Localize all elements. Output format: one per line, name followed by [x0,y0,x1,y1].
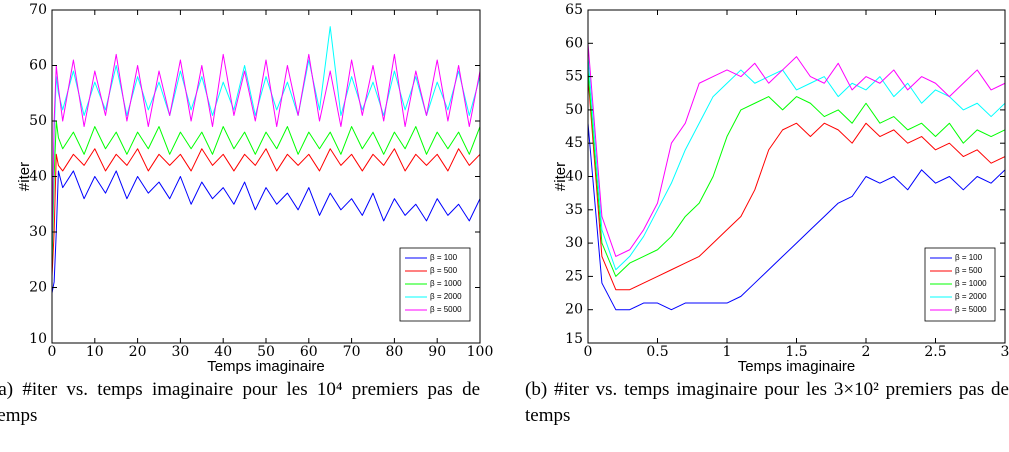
x-tick-label: 1.5 [785,344,807,360]
x-tick-label: 50 [257,344,275,360]
series-line [588,123,1005,311]
y-tick-label: 35 [565,202,583,218]
y-tick-label: 65 [565,2,583,18]
x-tick-label: 60 [300,344,318,360]
y-tick-label: 60 [29,58,47,74]
y-tick-label: 10 [29,331,47,347]
x-tick-label: 100 [467,344,494,360]
y-tick-label: 20 [565,302,583,318]
x-tick-label: 10 [86,344,104,360]
series-line [52,148,480,277]
y-tick-label: 70 [29,2,47,18]
y-tick-label: 20 [29,280,47,296]
caption-a: (a) #iter vs. temps imaginaire pour les … [0,379,480,426]
plot-lines [52,26,480,294]
series-line [52,120,480,266]
y-tick-label: 30 [565,235,583,251]
x-axis-label: Temps imaginaire [207,358,325,375]
y-tick-label: 15 [565,331,583,347]
caption-b: (b) #iter vs. temps imaginaire pour les … [525,379,1009,426]
legend-label: β = 5000 [430,305,462,314]
x-tick-label: 0.5 [646,344,668,360]
y-tick-label: 50 [29,113,47,129]
y-tick-label: 40 [565,169,583,185]
legend-label: β = 100 [955,253,983,262]
legend-label: β = 100 [430,253,458,262]
legend-label: β = 5000 [955,305,987,314]
x-tick-label: 30 [171,344,189,360]
x-tick-label: 3 [1001,344,1009,360]
x-tick-label: 1 [723,344,732,360]
x-tick-label: 0 [584,344,593,360]
y-tick-label: 60 [565,35,583,51]
legend-label: β = 2000 [430,292,462,301]
legend-label: β = 1000 [430,279,462,288]
legend-label: β = 500 [955,266,983,275]
x-tick-label: 0 [48,344,57,360]
y-tick-label: 50 [565,102,583,118]
series-line [588,76,1005,291]
x-tick-label: 2.5 [924,344,946,360]
y-tick-label: 25 [565,268,583,284]
y-axis-label: #iter [552,162,569,191]
y-tick-label: 45 [565,135,583,151]
y-tick-label: 40 [29,169,47,185]
plot-lines [588,43,1005,311]
series-line [52,53,480,244]
y-axis-label: #iter [16,162,33,191]
series-line [52,170,480,294]
x-axis-label: Temps imaginaire [738,358,856,375]
x-tick-label: 80 [385,344,403,360]
legend-label: β = 500 [430,266,458,275]
y-tick-label: 30 [29,224,47,240]
x-tick-label: 40 [214,344,232,360]
x-tick-label: 2 [862,344,871,360]
series-line [588,43,1005,257]
legend-label: β = 2000 [955,292,987,301]
x-tick-label: 20 [129,344,147,360]
series-line [588,69,1005,277]
x-tick-label: 70 [343,344,361,360]
series-line [52,26,480,255]
legend-label: β = 1000 [955,279,987,288]
y-tick-label: 55 [565,69,583,85]
x-tick-label: 90 [428,344,446,360]
series-line [588,56,1005,271]
